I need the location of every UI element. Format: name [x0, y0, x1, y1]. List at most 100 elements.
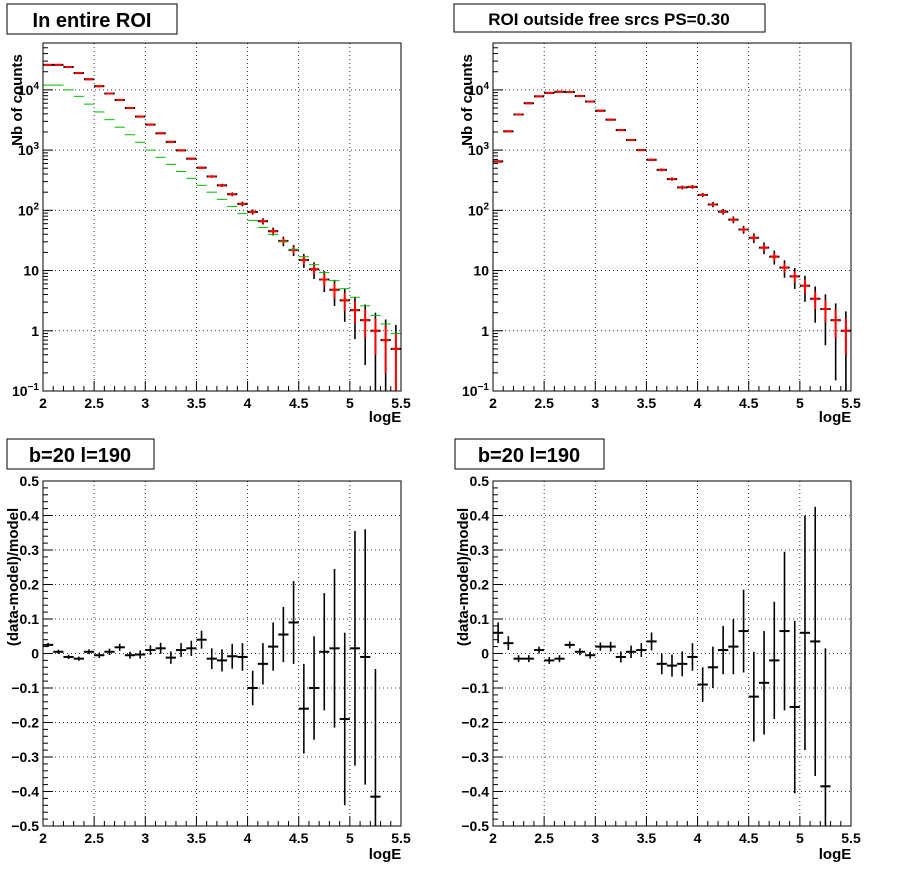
- x-tick-label: 5.5: [391, 830, 411, 846]
- data-point: [218, 184, 226, 187]
- title-box: [6, 438, 155, 470]
- x-tick-label: 2.5: [534, 395, 554, 411]
- data-point: [135, 650, 146, 659]
- title-box: [454, 438, 605, 470]
- x-tick-label: 2.5: [84, 395, 104, 411]
- data-point: [165, 651, 176, 664]
- panel-title: ROI outside free srcs PS=0.30: [488, 10, 729, 29]
- y-tick-label: 104: [18, 81, 40, 98]
- x-tick-label: 3: [591, 395, 599, 411]
- y-tick-label: 102: [468, 201, 490, 218]
- data-point: [73, 656, 84, 661]
- y-tick-label: −0.2: [461, 715, 489, 731]
- data-point: [831, 309, 840, 338]
- series-model: [44, 63, 400, 391]
- x-tick-label: 3.5: [637, 395, 657, 411]
- x-tick-label: 2: [39, 830, 47, 846]
- x-tick-label: 4: [244, 395, 252, 411]
- x-axis-label: logE: [819, 409, 852, 426]
- y-tick-label: 0.3: [20, 542, 40, 558]
- plot-area: [493, 481, 851, 826]
- data-point: [207, 175, 216, 178]
- x-tick-label: 5: [346, 395, 354, 411]
- data-point: [739, 227, 748, 232]
- data-point: [94, 652, 105, 658]
- x-tick-label: 3: [591, 830, 599, 846]
- data-point: [238, 202, 247, 206]
- y-tick-label: 10−1: [12, 382, 39, 399]
- data-point: [494, 160, 502, 163]
- data-point: [175, 643, 187, 657]
- data-point: [503, 636, 514, 651]
- plot-frame: [42, 42, 402, 392]
- data-point: [789, 620, 800, 794]
- x-tick-label: 5.5: [391, 395, 411, 411]
- y-tick-label: −0.4: [461, 784, 489, 800]
- data-point: [595, 642, 606, 651]
- data-point: [279, 238, 288, 244]
- data-point: [289, 246, 298, 254]
- y-tick-label: −0.5: [11, 818, 39, 834]
- x-tick-label: 5: [796, 830, 804, 846]
- x-tick-label: 4: [694, 830, 702, 846]
- data-point: [493, 622, 504, 644]
- data-point: [842, 318, 850, 355]
- data-point: [370, 669, 381, 826]
- data-point: [206, 648, 217, 670]
- data-point: [821, 300, 830, 323]
- data-point: [687, 643, 698, 671]
- x-tick-label: 2.5: [84, 830, 104, 846]
- y-tick-label: −0.1: [461, 680, 489, 696]
- data-point: [504, 130, 513, 133]
- x-axis-label: logE: [819, 846, 852, 863]
- y-tick-label: 103: [18, 141, 40, 158]
- data-point: [155, 642, 166, 654]
- x-tick-label: 5: [346, 830, 354, 846]
- y-tick-label: 0: [31, 646, 39, 662]
- y-tick-label: 0.1: [20, 611, 40, 627]
- data-point: [228, 193, 237, 196]
- data-point: [523, 655, 534, 663]
- data-point: [299, 256, 308, 265]
- y-tick-label: −0.5: [461, 818, 489, 834]
- data-point: [177, 149, 185, 152]
- data-point: [513, 655, 524, 663]
- data-point: [656, 653, 667, 675]
- data-point: [780, 263, 789, 273]
- data-point: [748, 651, 759, 742]
- y-tick-label: 103: [468, 141, 490, 158]
- plot-frame: [492, 42, 852, 392]
- data-point: [615, 651, 626, 663]
- data-point: [146, 123, 155, 126]
- series-residual: [43, 529, 381, 826]
- data-point: [564, 641, 575, 649]
- x-tick-label: 2: [489, 395, 497, 411]
- data-point: [758, 631, 770, 735]
- data-point: [678, 186, 687, 189]
- data-point: [124, 651, 136, 659]
- x-tick-label: 5: [796, 395, 804, 411]
- data-point: [646, 632, 657, 651]
- data-point: [637, 149, 646, 152]
- y-tick-label: 0.2: [470, 577, 490, 593]
- panel-title: b=20 l=190: [29, 445, 131, 467]
- data-point: [247, 670, 258, 706]
- data-point: [186, 640, 197, 656]
- y-tick-label: 10: [473, 263, 489, 279]
- y-tick-label: −0.3: [11, 749, 39, 765]
- data-point: [770, 253, 779, 261]
- y-tick-label: 0: [481, 646, 489, 662]
- data-point: [728, 619, 739, 675]
- y-tick-label: 10: [23, 263, 39, 279]
- y-tick-label: 1: [481, 323, 489, 339]
- data-point: [259, 219, 267, 224]
- y-tick-label: 0.2: [20, 577, 40, 593]
- data-point: [627, 139, 635, 142]
- y-tick-label: 104: [468, 81, 490, 98]
- data-point: [790, 271, 799, 283]
- data-point: [811, 291, 820, 310]
- title-box: [6, 3, 178, 35]
- data-point: [330, 283, 339, 299]
- series-residual: [493, 506, 831, 826]
- plot-frame: [492, 480, 852, 827]
